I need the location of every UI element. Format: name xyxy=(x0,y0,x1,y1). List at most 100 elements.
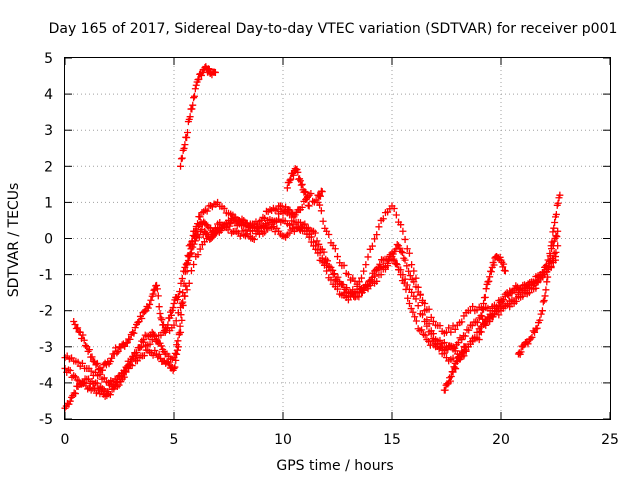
data-point xyxy=(309,197,317,205)
data-point xyxy=(307,233,315,241)
y-tick-label: 0 xyxy=(44,232,53,248)
data-point xyxy=(409,308,417,316)
data-point xyxy=(146,340,154,348)
data-point xyxy=(200,208,208,216)
data-point xyxy=(140,352,148,360)
data-point xyxy=(171,363,179,371)
data-point xyxy=(451,325,459,333)
data-point xyxy=(524,340,532,348)
data-point xyxy=(473,318,481,326)
data-point xyxy=(531,328,539,336)
data-point xyxy=(479,306,487,314)
data-point xyxy=(407,305,415,313)
data-point xyxy=(305,202,313,210)
data-point xyxy=(179,298,187,306)
data-point xyxy=(146,300,154,308)
data-point xyxy=(313,237,321,245)
data-point xyxy=(401,235,409,243)
x-tick-label: 0 xyxy=(61,432,70,448)
data-point xyxy=(536,316,544,324)
plot-frame xyxy=(64,57,611,420)
data-point xyxy=(303,193,311,201)
data-point xyxy=(153,336,161,344)
data-point xyxy=(446,374,454,382)
data-point xyxy=(544,256,552,264)
data-point xyxy=(368,242,376,250)
data-point xyxy=(211,225,219,233)
data-point xyxy=(93,359,101,367)
data-point xyxy=(172,317,180,325)
data-point xyxy=(174,337,182,345)
data-point xyxy=(204,65,212,73)
data-point xyxy=(157,342,165,350)
data-point xyxy=(393,261,401,269)
data-point xyxy=(195,233,203,241)
data-point xyxy=(351,293,359,301)
data-point xyxy=(191,237,199,245)
data-point xyxy=(113,349,121,357)
data-point xyxy=(154,292,162,300)
data-point xyxy=(106,391,114,399)
data-point xyxy=(137,343,145,351)
data-point xyxy=(521,285,529,293)
data-point xyxy=(486,273,494,281)
data-point xyxy=(501,267,509,275)
data-point xyxy=(253,222,261,230)
data-point xyxy=(545,257,553,265)
data-point xyxy=(533,324,541,332)
data-point xyxy=(416,290,424,298)
data-point xyxy=(325,230,333,238)
data-point xyxy=(158,316,166,324)
data-point xyxy=(194,251,202,259)
data-point xyxy=(130,329,138,337)
data-point xyxy=(71,373,79,381)
data-point xyxy=(91,385,99,393)
data-point xyxy=(177,328,185,336)
data-point xyxy=(447,328,455,336)
data-point xyxy=(301,188,309,196)
data-point xyxy=(70,372,78,380)
data-point xyxy=(468,322,476,330)
data-point xyxy=(126,335,134,343)
data-point xyxy=(329,270,337,278)
data-point xyxy=(108,354,116,362)
data-point xyxy=(244,223,252,231)
data-point xyxy=(392,211,400,219)
data-point xyxy=(446,377,454,385)
y-tick-label: 2 xyxy=(44,159,53,175)
data-point xyxy=(515,349,523,357)
data-point xyxy=(393,241,401,249)
data-point xyxy=(392,260,400,268)
y-tick-label: -2 xyxy=(39,304,53,320)
data-point xyxy=(547,242,555,250)
data-point xyxy=(312,242,320,250)
data-point xyxy=(149,290,157,298)
data-point xyxy=(364,282,372,290)
x-axis-label: GPS time / hours xyxy=(276,458,393,474)
data-point xyxy=(371,235,379,243)
data-point xyxy=(342,289,350,297)
data-point xyxy=(405,299,413,307)
data-point xyxy=(412,274,420,282)
data-point xyxy=(510,298,518,306)
data-point xyxy=(485,277,493,285)
data-point xyxy=(403,281,411,289)
data-point xyxy=(74,358,82,366)
data-point xyxy=(93,379,101,387)
data-point xyxy=(412,283,420,291)
data-point xyxy=(228,229,236,237)
data-point xyxy=(465,326,473,334)
data-point xyxy=(534,278,542,286)
data-point xyxy=(196,245,204,253)
data-point xyxy=(133,352,141,360)
data-point xyxy=(410,278,418,286)
data-point xyxy=(283,184,291,192)
data-point xyxy=(170,299,178,307)
data-point xyxy=(408,261,416,269)
data-point xyxy=(186,250,194,258)
data-point xyxy=(177,304,185,312)
data-point xyxy=(150,332,158,340)
data-point xyxy=(552,232,560,240)
data-point xyxy=(323,260,331,268)
data-point xyxy=(542,286,550,294)
